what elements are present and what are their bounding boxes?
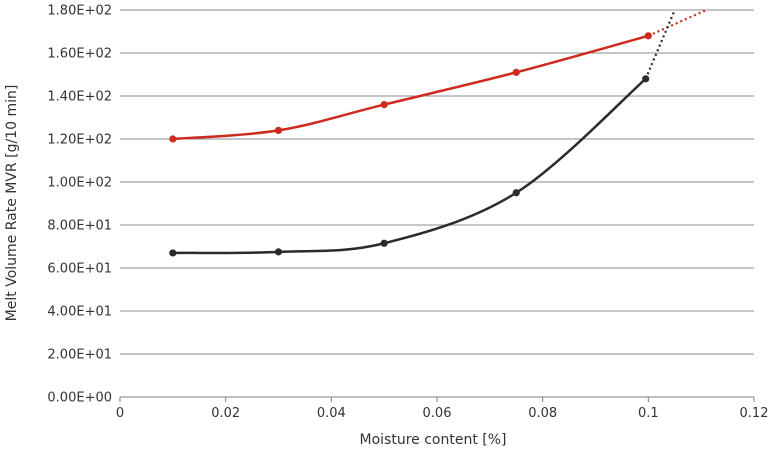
y-tick-label: 1.80E+02 [47,4,112,19]
series-1-data-point [642,75,650,83]
series-1-extrapolation-line [644,9,676,80]
y-tick-label: 1.60E+02 [47,47,112,62]
y-tick-label: 2.00E+01 [47,348,112,363]
x-tick-label: 0 [116,406,124,421]
x-tick-labels: 0 0.02 0.04 0.06 0.08 0.1 0.12 [116,406,768,421]
y-tick-label: 1.20E+02 [47,133,112,148]
series-0-data-point [274,126,283,134]
series-1-data-point [169,249,177,257]
y-tick-label: 1.40E+02 [47,90,112,105]
x-axis-title: Moisture content [%] [360,432,507,448]
series-1-data-point [274,248,283,256]
x-tick-label: 0.1 [638,406,659,421]
y-tick-label: 6.00E+01 [47,262,112,277]
x-tick-label: 0.02 [211,406,240,421]
x-tick-label: 0.08 [528,406,557,421]
series-1-data-point [512,189,520,197]
series-0-data-point [512,68,520,76]
series-0-extrapolation-line [647,8,707,37]
y-axis-title: Melt Volume Rate MVR [g/10 min] [4,85,20,322]
series-0-data-point [644,32,652,40]
series-1-trend-line [171,77,647,255]
x-tick-label: 0.06 [423,406,452,421]
y-tick-label: 8.00E+01 [47,219,112,234]
series-0-data-point [169,135,177,143]
x-tick-label: 0.12 [740,406,768,421]
x-tick-label: 0.04 [317,406,346,421]
series-0-trend-line [171,34,650,141]
grid-lines [119,9,755,402]
series-0-data-point [380,101,388,109]
y-tick-label: 4.00E+01 [47,305,112,320]
series-1-data-point [380,239,388,247]
trend-curves [171,8,707,255]
y-tick-labels: 0.00E+00 2.00E+01 4.00E+01 6.00E+01 8.00E+01… [47,4,112,406]
y-tick-label: 1.00E+02 [47,176,112,191]
y-tick-label: 0.00E+00 [47,391,112,406]
data-points [169,32,652,257]
